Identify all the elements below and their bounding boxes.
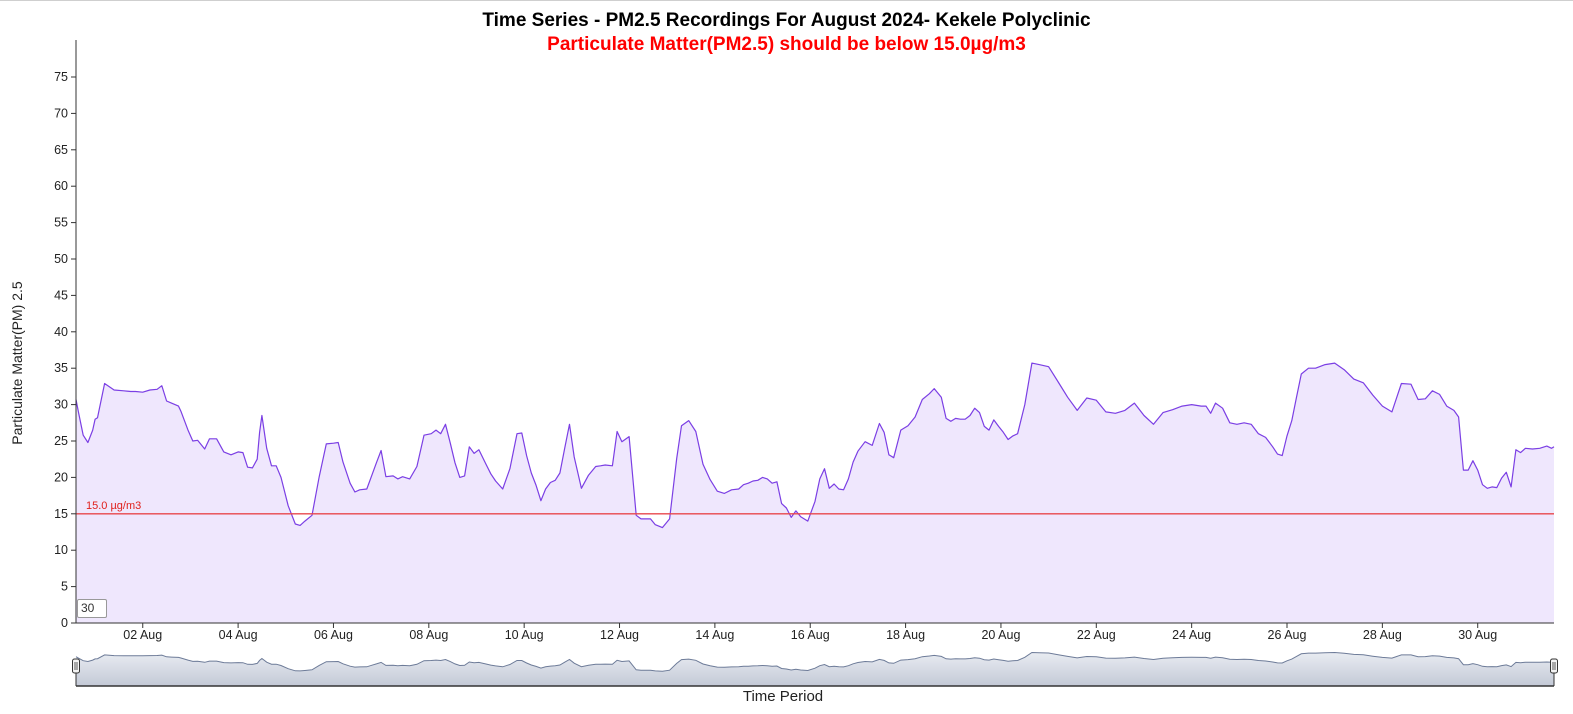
x-tick-label: 20 Aug — [981, 628, 1020, 642]
x-tick-label: 08 Aug — [409, 628, 448, 642]
chart-subtitle: Particulate Matter(PM2.5) should be belo… — [547, 34, 1026, 55]
x-tick-label: 30 Aug — [1458, 628, 1497, 642]
y-tick-label: 0 — [61, 616, 68, 630]
navigator-line — [75, 651, 1555, 672]
x-tick-label: 16 Aug — [791, 628, 830, 642]
y-tick-label: 5 — [61, 580, 68, 594]
rolling-period-input[interactable]: 30 — [77, 599, 107, 618]
x-axis-label: Time Period — [743, 688, 823, 705]
plot-area: 15.0 µg/m3 — [75, 362, 1555, 623]
x-tick-label: 28 Aug — [1363, 628, 1402, 642]
y-tick-label: 65 — [54, 143, 68, 157]
y-axis-label: Particulate Matter(PM) 2.5 — [9, 281, 25, 445]
x-tick-label: 22 Aug — [1077, 628, 1116, 642]
navigator[interactable] — [72, 651, 1558, 687]
y-tick-label: 70 — [54, 106, 68, 120]
x-tick-label: 14 Aug — [695, 628, 734, 642]
navigator-left-handle[interactable] — [72, 658, 80, 674]
x-tick-label: 24 Aug — [1172, 628, 1211, 642]
y-tick-label: 25 — [54, 434, 68, 448]
y-tick-label: 45 — [54, 288, 68, 302]
y-tick-label: 40 — [54, 325, 68, 339]
top-border — [0, 0, 1573, 1]
x-tick-label: 04 Aug — [219, 628, 258, 642]
x-tick-label: 02 Aug — [123, 628, 162, 642]
navigator-right-handle[interactable] — [1550, 658, 1558, 674]
y-tick-label: 10 — [54, 543, 68, 557]
x-tick-label: 26 Aug — [1268, 628, 1307, 642]
y-tick-label: 75 — [54, 70, 68, 84]
x-axis: 02 Aug 04 Aug 06 Aug 08 Aug 10 Aug 12 Aug 14 A… — [76, 622, 1554, 642]
x-tick-label: 10 Aug — [505, 628, 544, 642]
series-line — [75, 362, 1555, 529]
x-tick-label: 18 Aug — [886, 628, 925, 642]
y-axis: 0 5 10 15 20 25 30 35 40 45 50 55 60 65 70 75 — [54, 40, 77, 630]
y-tick-label: 55 — [54, 216, 68, 230]
y-tick-label: 50 — [54, 252, 68, 266]
y-tick-label: 15 — [54, 507, 68, 521]
navigator-area — [76, 652, 1554, 686]
y-tick-label: 30 — [54, 398, 68, 412]
series-area — [76, 363, 1554, 623]
y-tick-label: 20 — [54, 470, 68, 484]
x-tick-label: 12 Aug — [600, 628, 639, 642]
x-tick-label: 06 Aug — [314, 628, 353, 642]
y-tick-label: 60 — [54, 179, 68, 193]
threshold-label: 15.0 µg/m3 — [86, 500, 141, 512]
y-tick-label: 35 — [54, 361, 68, 375]
chart-title: Time Series - PM2.5 Recordings For Augus… — [482, 10, 1091, 31]
